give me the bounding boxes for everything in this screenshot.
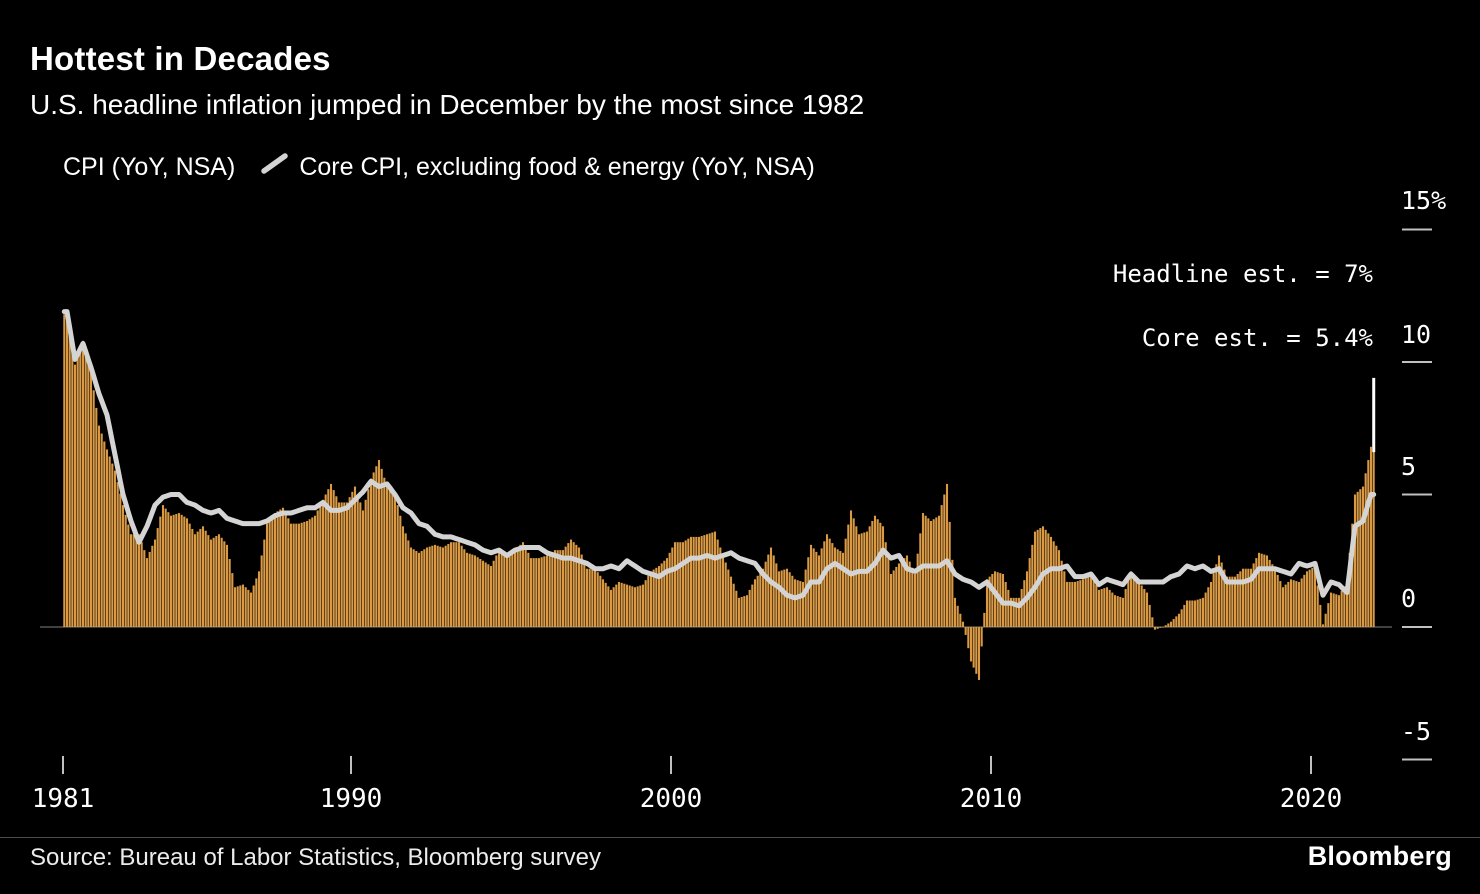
y-tick-label-neg5: -5 [1401,717,1432,746]
x-tick-label-1981: 1981 [31,784,95,814]
core-estimate-annotation: Core est. = 5.4% [1141,324,1373,352]
source-credit: Source: Bureau of Labor Statistics, Bloo… [30,844,601,871]
cpi-bar-swatch-icon [30,157,51,178]
legend-label-cpi: CPI (YoY, NSA) [63,153,236,181]
y-tick-label-5: 5 [1401,452,1417,481]
bloomberg-logo: Bloomberg [1307,841,1452,871]
y-tick-label-0: 0 [1401,584,1417,613]
y-tick-label-10: 10 [1401,320,1432,349]
x-tick-label-2000: 2000 [639,784,703,814]
cpi-bars [63,314,1375,680]
legend-label-core: Core CPI, excluding food & energy (YoY, … [299,153,815,181]
x-tick-label-2020: 2020 [1279,784,1343,814]
chart-legend: CPI (YoY, NSA) Core CPI, excluding food … [30,152,815,183]
x-tick-label-1990: 1990 [319,784,383,814]
y-tick-label-15: 15% [1401,186,1447,215]
x-tick-label-2010: 2010 [959,784,1023,814]
headline-estimate-annotation: Headline est. = 7% [1112,260,1373,288]
core-cpi-line [61,309,1377,609]
footer-divider [0,837,1480,838]
page-subtitle: U.S. headline inflation jumped in Decemb… [30,89,865,120]
core-cpi-line-icon [261,152,289,183]
page-title: Hottest in Decades [30,40,331,77]
